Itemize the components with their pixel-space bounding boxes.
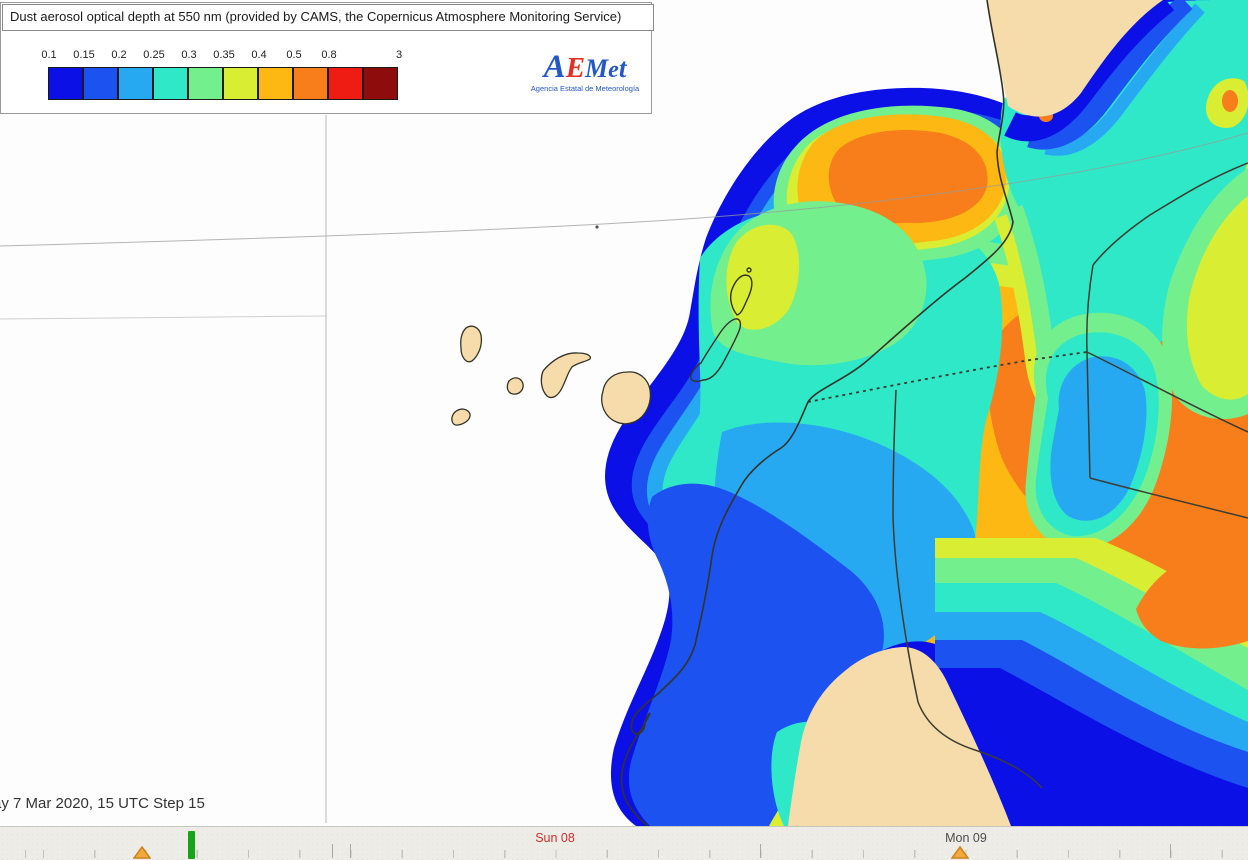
logo-subtitle: Agencia Estatal de Meteorología: [530, 84, 640, 93]
africa-coastline: [620, 0, 1014, 826]
island-la-gomera: [506, 377, 524, 395]
topright-orange-spot: [1222, 90, 1238, 112]
logo-letter: E: [565, 52, 586, 84]
timeline-slider[interactable]: Sun 08 Mon 09: [0, 826, 1248, 860]
border-patch-lightblue: [1050, 356, 1147, 521]
cbar-swatch-6: [223, 67, 258, 100]
cbar-swatch-5: [188, 67, 223, 100]
logo-letter: M: [585, 54, 609, 83]
selvagens-islet: [595, 225, 599, 229]
map-title: Dust aerosol optical depth at 550 nm (pr…: [2, 4, 654, 31]
timeline-ticks-day: [0, 844, 1248, 858]
island-el-hierro: [451, 408, 471, 426]
cbar-label: 0.35: [213, 49, 235, 61]
cbar-label: 0.15: [73, 49, 95, 61]
cbar-label: 0.1: [41, 49, 57, 61]
cbar-swatch-8: [293, 67, 328, 100]
island-fuerteventura: [689, 318, 742, 383]
island-tenerife: [540, 352, 591, 399]
cbar-swatch-9: [328, 67, 363, 100]
lanzarote-yg-patch: [726, 224, 800, 330]
island-la-palma: [460, 325, 483, 363]
latitude-gridline-south: [0, 315, 327, 320]
logo-letter: e: [608, 57, 619, 83]
cbar-label: 0.25: [143, 49, 165, 61]
timeline-day-mon[interactable]: Mon 09: [945, 831, 987, 845]
cbar-label: 0.3: [181, 49, 197, 61]
border-morocco-algeria: [1092, 162, 1248, 266]
morocco-rim-blue: [1027, 0, 1193, 150]
cbar-swatch-1: [48, 67, 83, 100]
cbar-swatch-3: [118, 67, 153, 100]
cbar-label: 3: [395, 49, 403, 61]
border-dashed-morocco-ws: [807, 351, 1088, 403]
cbar-label: 0.5: [286, 49, 302, 61]
latitude-gridline: [0, 132, 1248, 247]
se-orange-core: [1136, 550, 1248, 649]
logo-letter: A: [543, 49, 566, 85]
legend-panel: Dust aerosol optical depth at 550 nm (pr…: [0, 2, 654, 114]
right-edge-yg: [1186, 196, 1248, 400]
island-gran-canaria: [600, 371, 652, 425]
cbar-label: 0.2: [111, 49, 127, 61]
current-time-marker[interactable]: [188, 831, 195, 859]
cbar-label: 0.4: [251, 49, 267, 61]
se-band-darkblue: [935, 668, 1248, 826]
cbar-swatch-7: [258, 67, 293, 100]
north-core-orange: [828, 129, 988, 224]
cbar-label: 0.8: [321, 49, 337, 61]
dust-aod-map[interactable]: [0, 0, 1248, 826]
border-westernsahara-mauritania: [892, 389, 1043, 789]
land-morocco: [987, 0, 1163, 117]
island-la-graciosa: [746, 267, 752, 273]
timeline-day-sun[interactable]: Sun 08: [535, 831, 575, 845]
cbar-swatch-2: [83, 67, 118, 100]
marker-triangle-icon: [133, 846, 151, 859]
border-mauritania-mali: [1089, 477, 1248, 519]
island-lanzarote: [729, 274, 753, 316]
aemet-logo: AEMet Agencia Estatal de Meteorología: [524, 51, 646, 93]
border-algeria-west: [1086, 264, 1094, 479]
cbar-swatch-10: [363, 67, 398, 100]
marker-triangle-icon: [951, 846, 969, 859]
border-algeria-mauritania: [1086, 351, 1248, 433]
logo-letter: t: [618, 53, 627, 83]
cbar-swatch-4: [153, 67, 188, 100]
morocco-rim-lightblue: [1044, 3, 1205, 156]
date-step-label: ay 7 Mar 2020, 15 UTC Step 15: [0, 795, 205, 812]
land-mauritania: [788, 647, 1011, 826]
